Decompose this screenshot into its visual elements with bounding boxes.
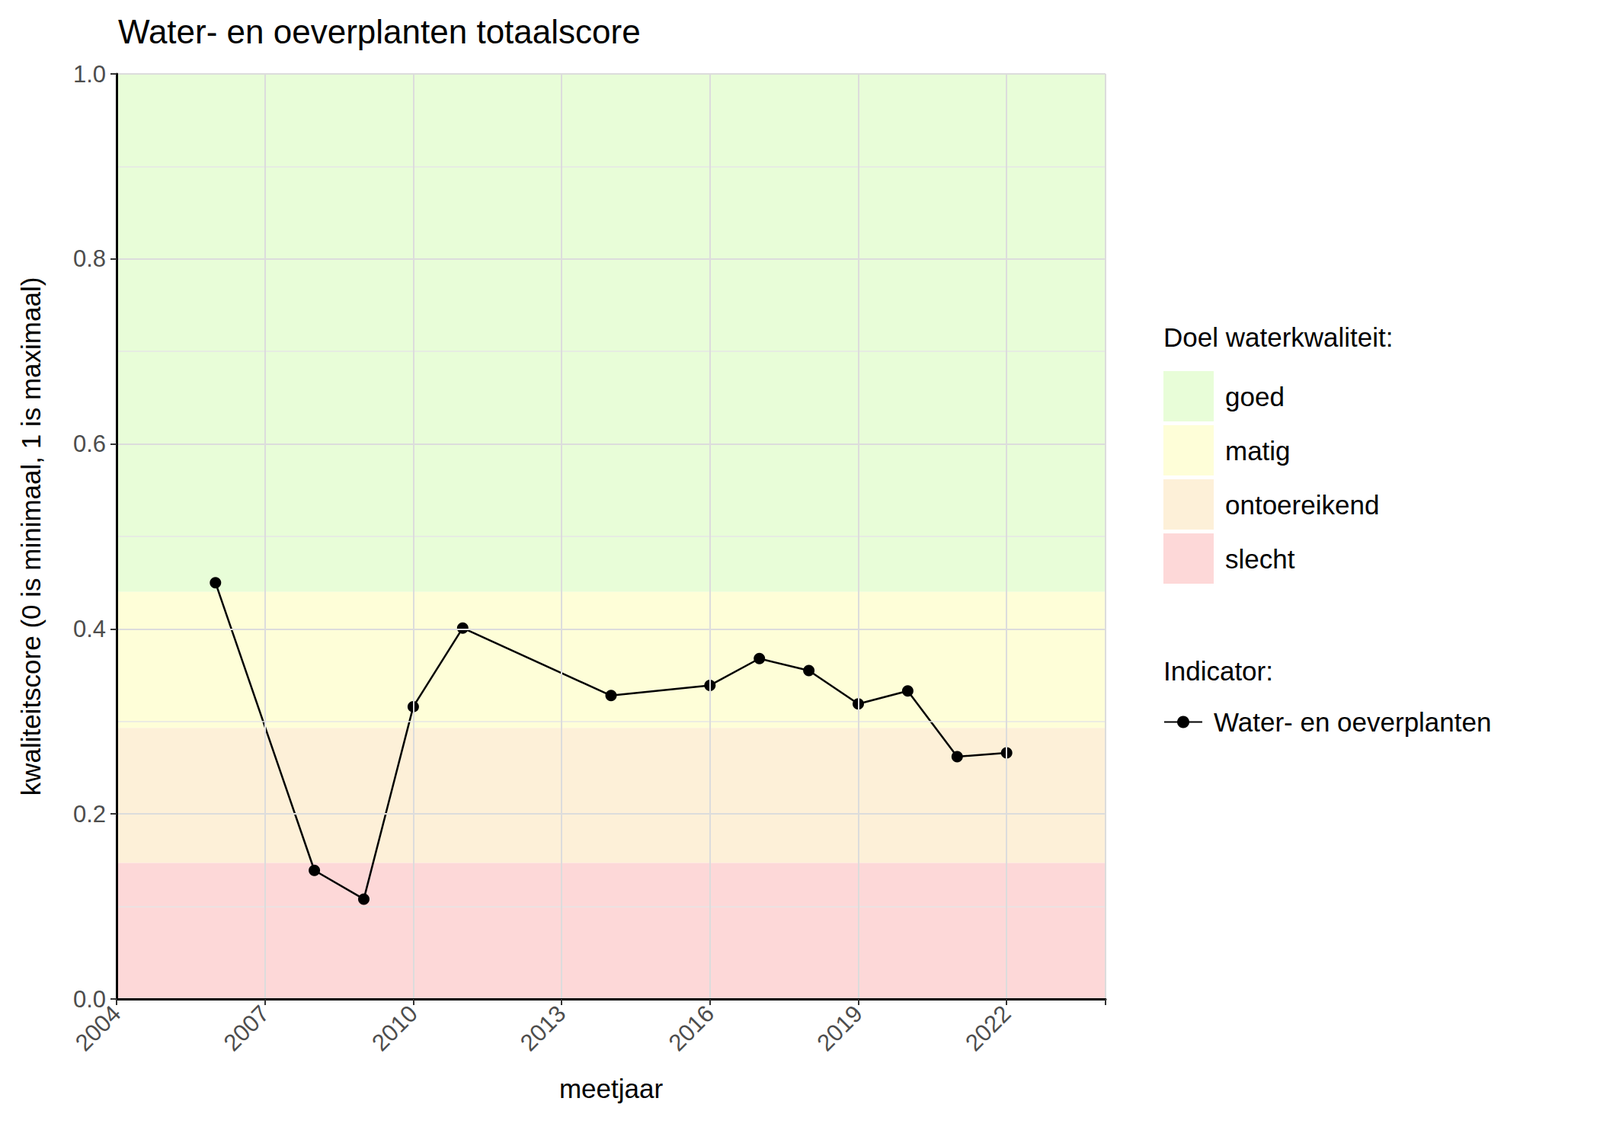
svg-text:2013: 2013 xyxy=(515,1000,571,1056)
svg-text:2004: 2004 xyxy=(70,1000,126,1056)
svg-text:0.4: 0.4 xyxy=(73,615,106,643)
svg-text:2016: 2016 xyxy=(663,1000,720,1056)
svg-text:2007: 2007 xyxy=(218,1000,275,1056)
svg-text:Doel waterkwaliteit:: Doel waterkwaliteit: xyxy=(1163,322,1394,352)
svg-text:1.0: 1.0 xyxy=(73,60,106,88)
svg-text:meetjaar: meetjaar xyxy=(559,1073,664,1104)
svg-text:goed: goed xyxy=(1225,381,1285,412)
svg-text:matig: matig xyxy=(1225,435,1291,466)
svg-text:0.2: 0.2 xyxy=(73,800,106,828)
svg-text:2022: 2022 xyxy=(960,1000,1016,1056)
svg-text:2010: 2010 xyxy=(366,1000,423,1056)
svg-text:0.6: 0.6 xyxy=(73,430,106,458)
svg-text:0.0: 0.0 xyxy=(73,985,106,1013)
svg-text:0.8: 0.8 xyxy=(73,245,106,272)
svg-text:ontoereikend: ontoereikend xyxy=(1225,489,1380,520)
svg-text:2019: 2019 xyxy=(811,1000,868,1056)
svg-text:Water- en oeverplanten: Water- en oeverplanten xyxy=(1213,707,1492,737)
svg-text:slecht: slecht xyxy=(1225,544,1296,574)
svg-text:Indicator:: Indicator: xyxy=(1163,656,1274,686)
svg-text:kwaliteitscore (0 is minimaal,: kwaliteitscore (0 is minimaal, 1 is maxi… xyxy=(16,277,46,797)
svg-text:Water- en oeverplanten totaals: Water- en oeverplanten totaalscore xyxy=(118,12,641,51)
